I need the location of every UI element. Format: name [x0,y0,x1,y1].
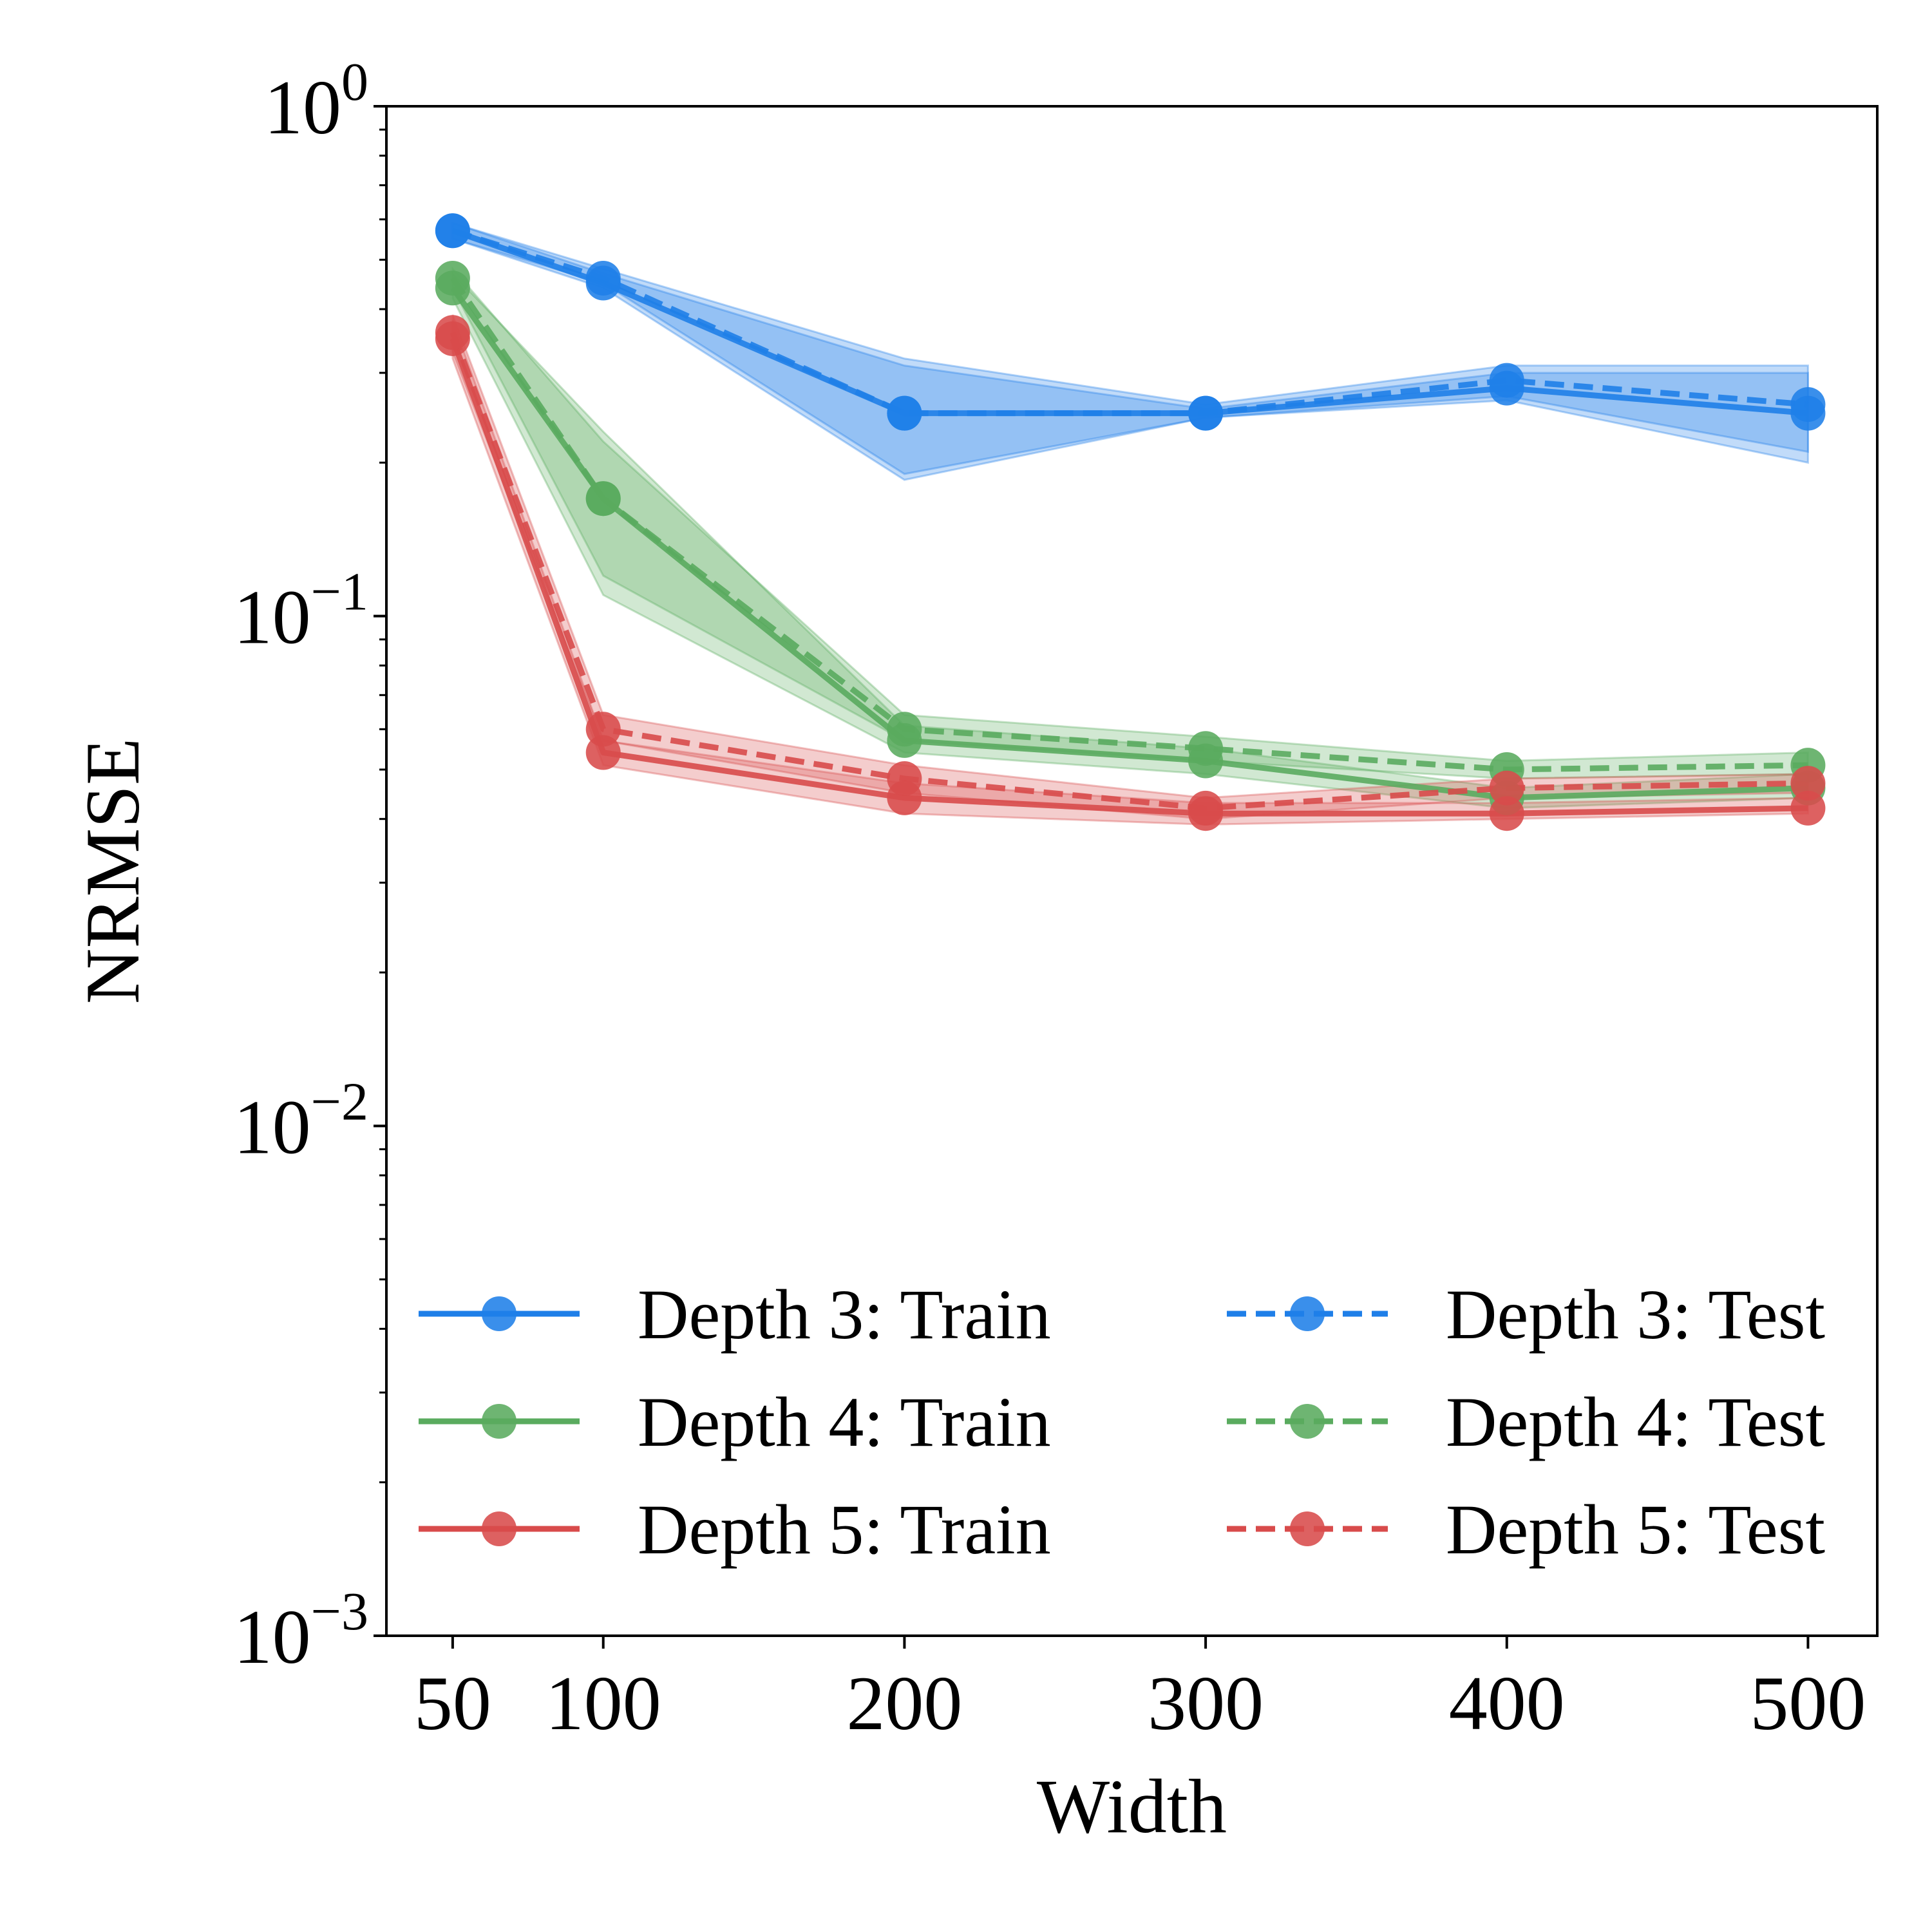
legend-marker [1290,1404,1325,1439]
data-point [1489,363,1524,398]
x-axis-label: Width [1037,1763,1227,1849]
legend-label: Depth 5: Train [638,1490,1051,1569]
data-point [887,395,922,431]
y-axis-label: NRMSE [70,738,155,1004]
series-line [450,286,1808,801]
x-tick-label: 100 [545,1660,661,1746]
data-point [1790,766,1826,801]
legend-marker [1290,1296,1325,1331]
data-point [435,260,470,296]
data-point [1188,790,1224,826]
legend: Depth 3: Train Depth 4: Train Depth 5: Tra… [419,1275,1825,1569]
data-point [585,712,621,747]
confidence-band [451,222,1809,475]
y-tick-label: 100 [264,52,368,150]
series-lines [450,227,1808,817]
legend-label: Depth 4: Test [1446,1383,1825,1461]
series-line [450,331,1808,811]
confidence-band [451,222,1809,481]
legend-marker [482,1511,516,1546]
data-point [1489,770,1524,806]
legend-marker [482,1404,516,1439]
data-point [1489,796,1524,831]
y-tick-label: 10−3 [234,1582,368,1680]
data-point [585,260,621,296]
legend-label: Depth 4: Train [638,1383,1051,1461]
data-point [1188,731,1224,766]
x-tick-label: 400 [1449,1660,1565,1746]
x-tick-label: 200 [846,1660,962,1746]
legend-label: Depth 3: Test [1446,1275,1825,1354]
data-point [435,315,470,350]
x-tick-label: 50 [414,1660,491,1746]
x-tick-label: 300 [1148,1660,1264,1746]
confidence-bands [451,222,1809,826]
data-point [1790,387,1826,422]
legend-label: Depth 3: Train [638,1275,1051,1354]
legend-marker [482,1296,516,1331]
legend-label: Depth 5: Test [1446,1490,1825,1569]
series-line [450,276,1808,773]
x-tick-label: 500 [1750,1660,1866,1746]
legend-marker [1290,1511,1325,1546]
series-line [450,337,1808,817]
data-point [435,213,470,249]
data-point [887,712,922,747]
data-point [887,761,922,797]
plot-area-frame [385,105,1879,1637]
y-tick-label: 10−2 [234,1072,368,1170]
confidence-band [451,266,1809,780]
x-axis-ticks: 50 100 200 300 400 500 [414,1636,1866,1746]
y-tick-label: 10−1 [234,562,368,660]
series-markers [435,213,1826,831]
data-point [1790,790,1826,826]
series-line [451,227,1808,417]
data-point [1188,395,1224,431]
data-point [585,481,621,516]
y-axis-ticks: 100 10−1 10−2 10−3 [234,52,386,1680]
